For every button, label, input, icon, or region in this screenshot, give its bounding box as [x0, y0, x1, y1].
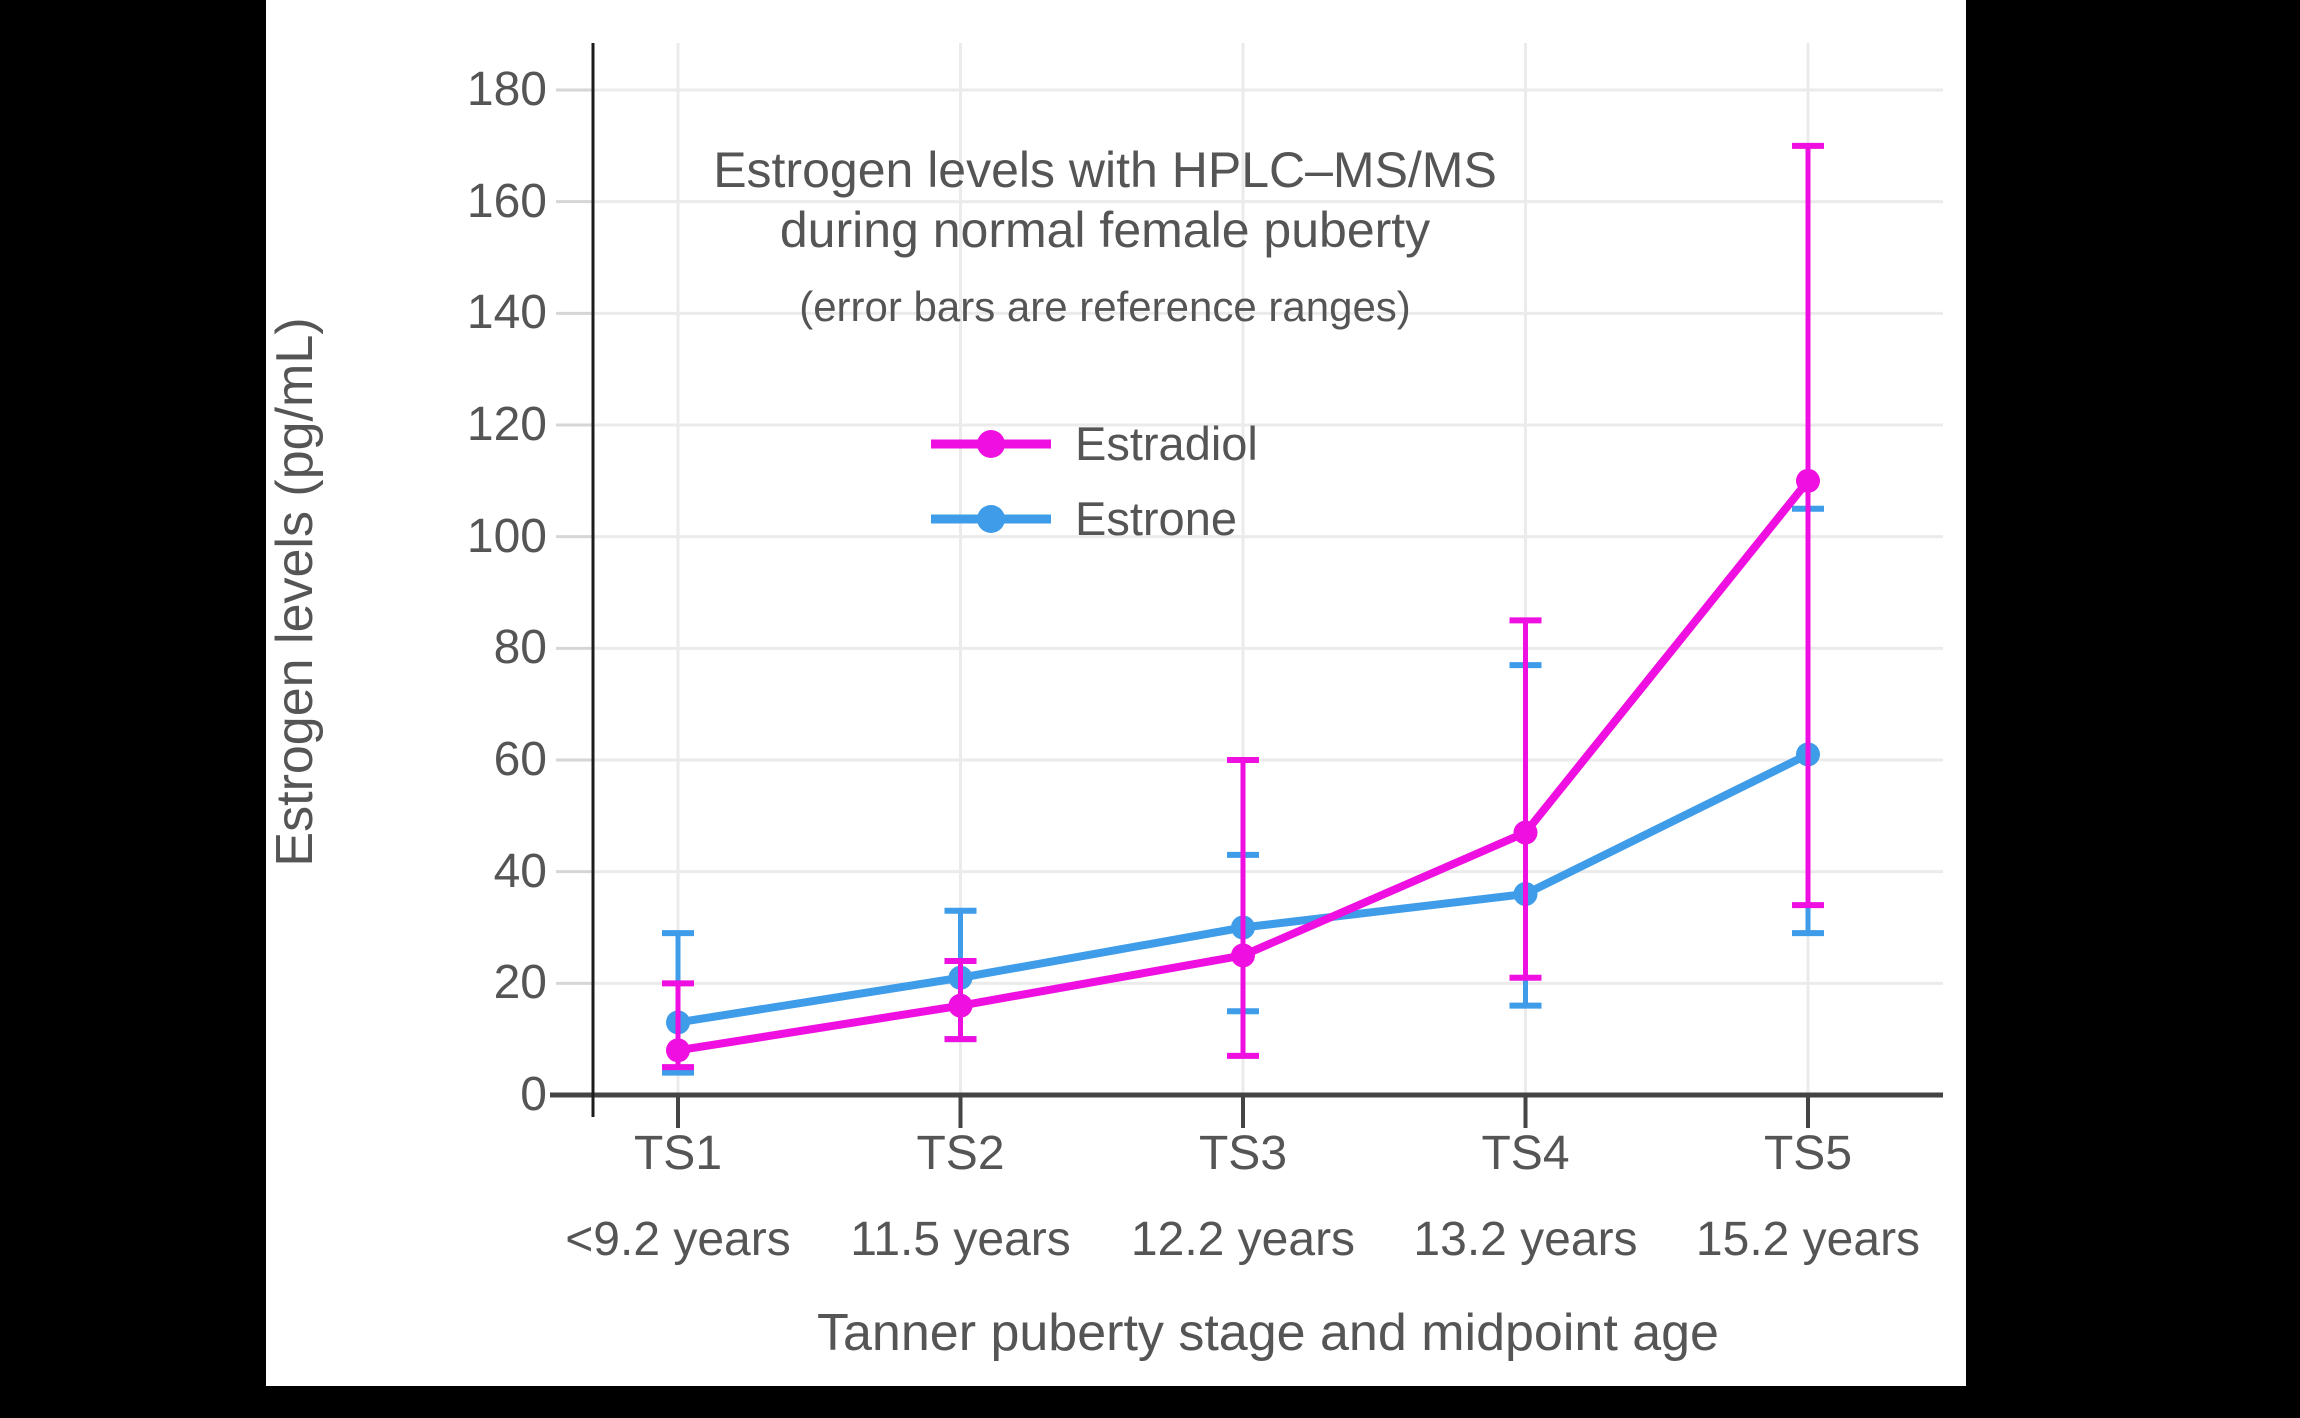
y-tick-label: 40: [493, 844, 547, 898]
x-tick-age-label: 13.2 years: [1413, 1213, 1638, 1266]
x-tick-age-label: 11.5 years: [850, 1213, 1071, 1266]
x-tick-stage-label: TS1: [633, 1127, 723, 1180]
y-axis-title: Estrogen levels (pg/mL): [266, 317, 324, 867]
x-tick-age-label: 15.2 years: [1695, 1213, 1921, 1266]
x-tick-stage-label: TS2: [916, 1127, 1005, 1180]
y-tick-label: 20: [493, 956, 547, 1010]
y-tick-label: 180: [466, 63, 547, 116]
y-tick-label: 0: [520, 1068, 547, 1121]
x-tick-stage-label: TS3: [1198, 1127, 1288, 1180]
legend-label-estrone: Estrone: [1075, 492, 1237, 545]
legend: Estradiol Estrone: [929, 406, 1258, 556]
legend-label-estradiol: Estradiol: [1075, 417, 1258, 470]
y-tick-label: 100: [466, 509, 547, 563]
y-tick-label: 160: [466, 174, 547, 228]
y-tick-label: 140: [466, 286, 547, 340]
x-tick-stage-label: TS4: [1481, 1127, 1570, 1180]
estradiol-legend-marker-icon: [931, 429, 1051, 458]
estrone-legend-marker-icon: [931, 504, 1051, 533]
x-tick-age-label: <9.2 years: [565, 1213, 791, 1266]
chart-title-line2: during normal female puberty: [779, 202, 1431, 258]
x-tick-age-label: 12.2 years: [1130, 1213, 1356, 1266]
x-tick-stage-label: TS5: [1763, 1127, 1853, 1180]
legend-item-estrone: Estrone: [929, 481, 1258, 556]
y-tick-label: 80: [493, 621, 547, 675]
chart-subtitle: (error bars are reference ranges): [799, 283, 1411, 330]
y-tick-label: 120: [466, 398, 547, 451]
chart-title: Estrogen levels with HPLC–MS/MS during n…: [505, 140, 1705, 260]
chart-title-line1: Estrogen levels with HPLC–MS/MS: [713, 142, 1497, 198]
legend-item-estradiol: Estradiol: [929, 406, 1258, 481]
x-axis-title: Tanner puberty stage and midpoint age: [817, 1304, 1719, 1362]
y-tick-label: 60: [493, 733, 547, 786]
